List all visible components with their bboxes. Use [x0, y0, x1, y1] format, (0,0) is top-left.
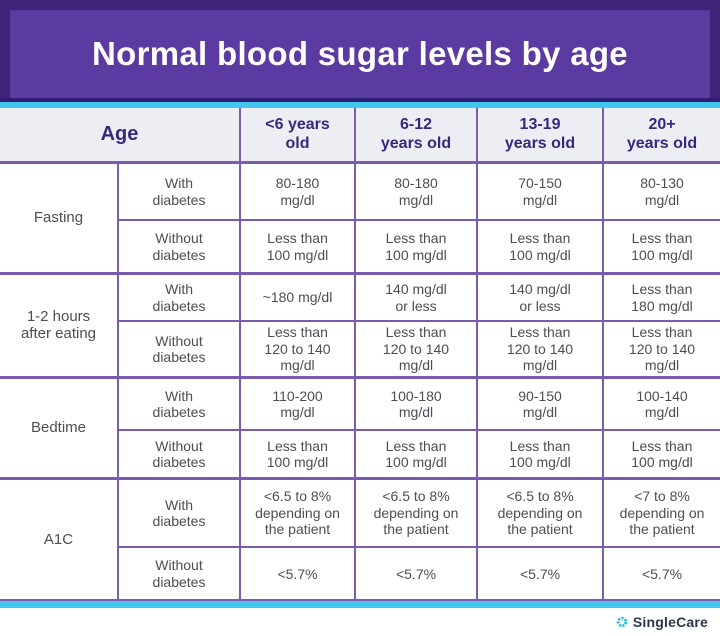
value-cell: ~180 mg/dl	[239, 271, 357, 323]
value-cell: Less than 100 mg/dl	[602, 429, 720, 480]
col-header-20-plus: 20+ years old	[602, 108, 720, 164]
value-cell: Less than 100 mg/dl	[476, 429, 605, 480]
col-header-6-12: 6-12 years old	[354, 108, 479, 164]
value-cell: Less than 120 to 140 mg/dl	[239, 320, 357, 379]
header-frame: Normal blood sugar levels by age	[0, 0, 720, 98]
value-cell: Less than 100 mg/dl	[239, 429, 357, 480]
status-cell: With diabetes	[116, 160, 242, 222]
value-cell: 110-200 mg/dl	[239, 375, 357, 432]
row-label-bedtime: Bedtime	[0, 375, 119, 480]
value-cell: 70-150 mg/dl	[476, 160, 605, 222]
brand-name: SingleCare	[632, 614, 708, 630]
value-cell: 140 mg/dl or less	[476, 271, 605, 323]
value-cell: <5.7%	[602, 546, 720, 602]
cyan-divider-top	[0, 101, 720, 109]
value-cell: Less than 120 to 140 mg/dl	[476, 320, 605, 379]
cyan-divider-bottom	[0, 601, 720, 608]
value-cell: <5.7%	[476, 546, 605, 602]
value-cell: 100-140 mg/dl	[602, 375, 720, 432]
value-cell: 80-180 mg/dl	[354, 160, 479, 222]
value-cell: 100-180 mg/dl	[354, 375, 479, 432]
value-cell: Less than 180 mg/dl	[602, 271, 720, 323]
status-cell: With diabetes	[116, 375, 242, 432]
col-header-under-6: <6 years old	[239, 108, 357, 164]
value-cell: Less than 100 mg/dl	[354, 219, 479, 275]
status-cell: With diabetes	[116, 476, 242, 549]
status-cell: With diabetes	[116, 271, 242, 323]
value-cell: <6.5 to 8% depending on the patient	[354, 476, 479, 549]
value-cell: <5.7%	[239, 546, 357, 602]
value-cell: Less than 120 to 140 mg/dl	[602, 320, 720, 379]
value-cell: <6.5 to 8% depending on the patient	[239, 476, 357, 549]
singlecare-gear-icon	[616, 616, 628, 628]
value-cell: Less than 100 mg/dl	[354, 429, 479, 480]
value-cell: 80-130 mg/dl	[602, 160, 720, 222]
value-cell: Less than 100 mg/dl	[476, 219, 605, 275]
row-label-after-eating: 1-2 hours after eating	[0, 271, 119, 379]
value-cell: <5.7%	[354, 546, 479, 602]
value-cell: 90-150 mg/dl	[476, 375, 605, 432]
value-cell: 80-180 mg/dl	[239, 160, 357, 222]
indigo-divider	[0, 98, 720, 102]
title-banner: Normal blood sugar levels by age	[10, 10, 710, 98]
value-cell: <6.5 to 8% depending on the patient	[476, 476, 605, 549]
value-cell: 140 mg/dl or less	[354, 271, 479, 323]
value-cell: Less than 100 mg/dl	[602, 219, 720, 275]
page-title: Normal blood sugar levels by age	[92, 35, 628, 72]
row-label-fasting: Fasting	[0, 160, 119, 275]
value-cell: <7 to 8% depending on the patient	[602, 476, 720, 549]
status-cell: Without diabetes	[118, 546, 242, 602]
footer: SingleCare	[0, 608, 720, 636]
value-cell: Less than 100 mg/dl	[239, 219, 357, 275]
status-cell: Without diabetes	[118, 429, 242, 480]
blood-sugar-table: Age <6 years old 6-12 years old 13-19 ye…	[0, 108, 720, 602]
col-header-13-19: 13-19 years old	[476, 108, 605, 164]
status-cell: Without diabetes	[118, 219, 242, 275]
row-label-a1c: A1C	[0, 476, 119, 602]
status-cell: Without diabetes	[118, 320, 242, 379]
col-header-age: Age	[0, 108, 242, 164]
value-cell: Less than 120 to 140 mg/dl	[354, 320, 479, 379]
